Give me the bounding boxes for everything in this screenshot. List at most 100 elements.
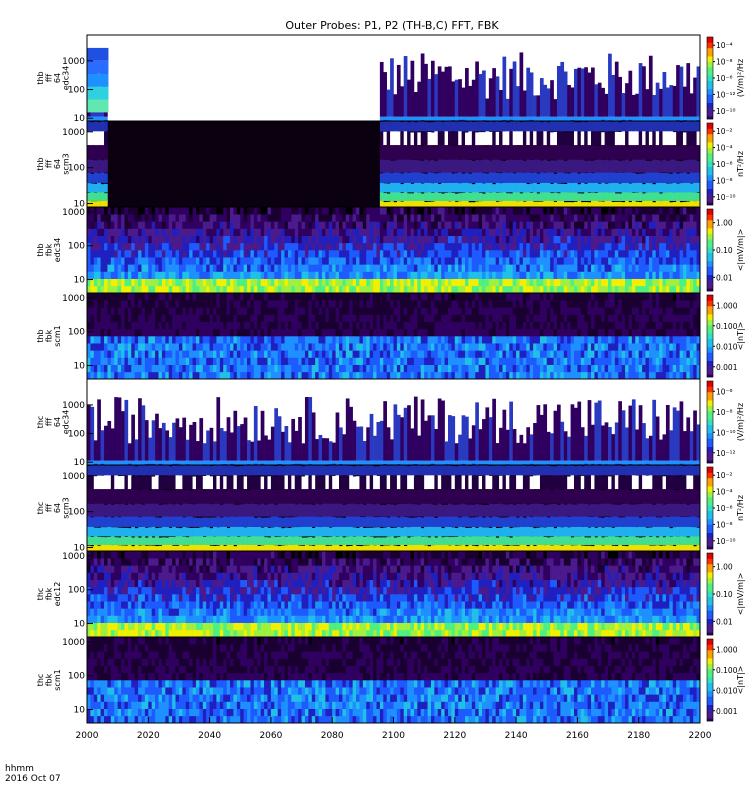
spectrogram-cell (90, 321, 95, 330)
spectrogram-cell (536, 343, 541, 351)
spectrogram-cell (270, 278, 275, 287)
spectrogram-cell (539, 160, 544, 173)
spectrogram-cell (315, 307, 319, 315)
spectrogram-cell (570, 242, 575, 251)
spectrogram-cell (631, 221, 636, 229)
spectrogram-cell (417, 364, 422, 373)
spectrogram-cell (652, 131, 657, 146)
spectrogram-cell (522, 271, 527, 279)
spectrogram-cell (420, 264, 425, 272)
spectrogram-cell (696, 160, 701, 173)
spectrogram-cell (117, 228, 122, 236)
spectrogram-cell (536, 221, 541, 229)
spectrogram-cell (461, 307, 466, 315)
spectrogram-cell (352, 271, 357, 279)
spectrogram-cell (635, 285, 639, 294)
spectrogram-cell (662, 71, 667, 117)
spectrogram-cell (550, 221, 554, 229)
spectrogram-cell (185, 357, 190, 365)
spectrogram-cell (213, 242, 217, 251)
spectrogram-cell (206, 350, 210, 358)
spectrogram-cell (563, 173, 568, 183)
spectrogram-cell (682, 120, 687, 132)
spectrogram-cell (383, 172, 387, 183)
spectrogram-cell (648, 172, 653, 183)
spectrogram-cell (621, 202, 626, 207)
spectrogram-cell (356, 357, 360, 365)
spectrogram-cell (301, 293, 306, 301)
spectrogram-cell (356, 343, 360, 351)
spectrogram-cell (424, 214, 428, 222)
spectrogram-cell (165, 221, 170, 229)
spectrogram-cell (393, 257, 398, 265)
spectrogram-cell (642, 116, 646, 121)
spectrogram-cell (325, 321, 330, 330)
spectrogram-cell (648, 271, 653, 279)
spectrogram-cell (580, 144, 585, 160)
spectrogram-cell (447, 182, 452, 193)
spectrogram-cell (516, 364, 520, 373)
spectrogram-cell (369, 257, 374, 265)
spectrogram-cell (570, 116, 575, 121)
spectrogram-cell (502, 314, 507, 322)
spectrogram-cell (505, 228, 510, 236)
spectrogram-cell (625, 200, 629, 207)
spectrogram-cell (270, 207, 275, 215)
spectrogram-cell (413, 242, 418, 251)
spectrogram-cell (318, 221, 323, 229)
spectrogram-cell (475, 242, 479, 251)
spectrogram-cell (625, 235, 629, 244)
spectrogram-cell (410, 293, 415, 301)
spectrogram-cell (553, 201, 558, 207)
spectrogram-cell (495, 235, 500, 244)
spectrogram-cell (379, 182, 384, 193)
spectrogram-cell (107, 221, 112, 229)
spectrogram-cell (567, 116, 571, 121)
spectrogram-cell (492, 271, 496, 279)
spectrogram-cell (321, 314, 326, 322)
spectrogram-cell (189, 207, 193, 215)
spectrogram-cell (284, 242, 289, 251)
spectrogram-cell (121, 285, 125, 294)
spectrogram-cell (608, 145, 612, 160)
spectrogram-cell (689, 278, 694, 287)
spectrogram-cell (247, 307, 251, 315)
spectrogram-cell (597, 82, 602, 117)
spectrogram-cell (468, 307, 473, 315)
spectrogram-cell (257, 336, 261, 344)
spectrogram-cell (383, 307, 387, 315)
colorbar-segment (707, 69, 713, 73)
spectrogram-cell (213, 285, 217, 294)
spectrogram-cell (461, 278, 466, 287)
spectrogram-cell (512, 235, 517, 244)
spectrogram-cell (213, 221, 217, 229)
spectrogram-cell (611, 242, 616, 251)
spectrogram-cell (308, 307, 313, 315)
spectrogram-cell (87, 343, 91, 351)
spectrogram-cell (686, 235, 691, 244)
spectrogram-cell (550, 80, 554, 117)
colorbar-segment (707, 113, 713, 117)
spectrogram-cell (488, 285, 493, 294)
colorbar-segment (707, 94, 713, 98)
spectrogram-cell (444, 300, 449, 308)
spectrogram-cell (454, 158, 459, 173)
spectrogram-cell (151, 350, 156, 358)
spectrogram-cell (281, 293, 285, 301)
spectrogram-cell (567, 242, 571, 251)
spectrogram-cell (240, 278, 244, 287)
spectrogram-cell (321, 285, 326, 294)
spectrogram-cell (628, 285, 633, 294)
spectrogram-cell (304, 343, 309, 351)
spectrogram-cell (315, 228, 319, 236)
spectrogram-cell (485, 98, 490, 117)
spectrogram-cell (161, 221, 166, 229)
spectrogram-cell (485, 336, 490, 344)
spectrogram-cell (522, 285, 527, 294)
spectrogram-cell (168, 285, 173, 294)
colorbar-segment (707, 191, 713, 195)
spectrogram-cell (93, 116, 98, 121)
spectrogram-cell (396, 357, 401, 365)
spectrogram-cell (553, 214, 558, 222)
spectrogram-cell (93, 285, 98, 294)
